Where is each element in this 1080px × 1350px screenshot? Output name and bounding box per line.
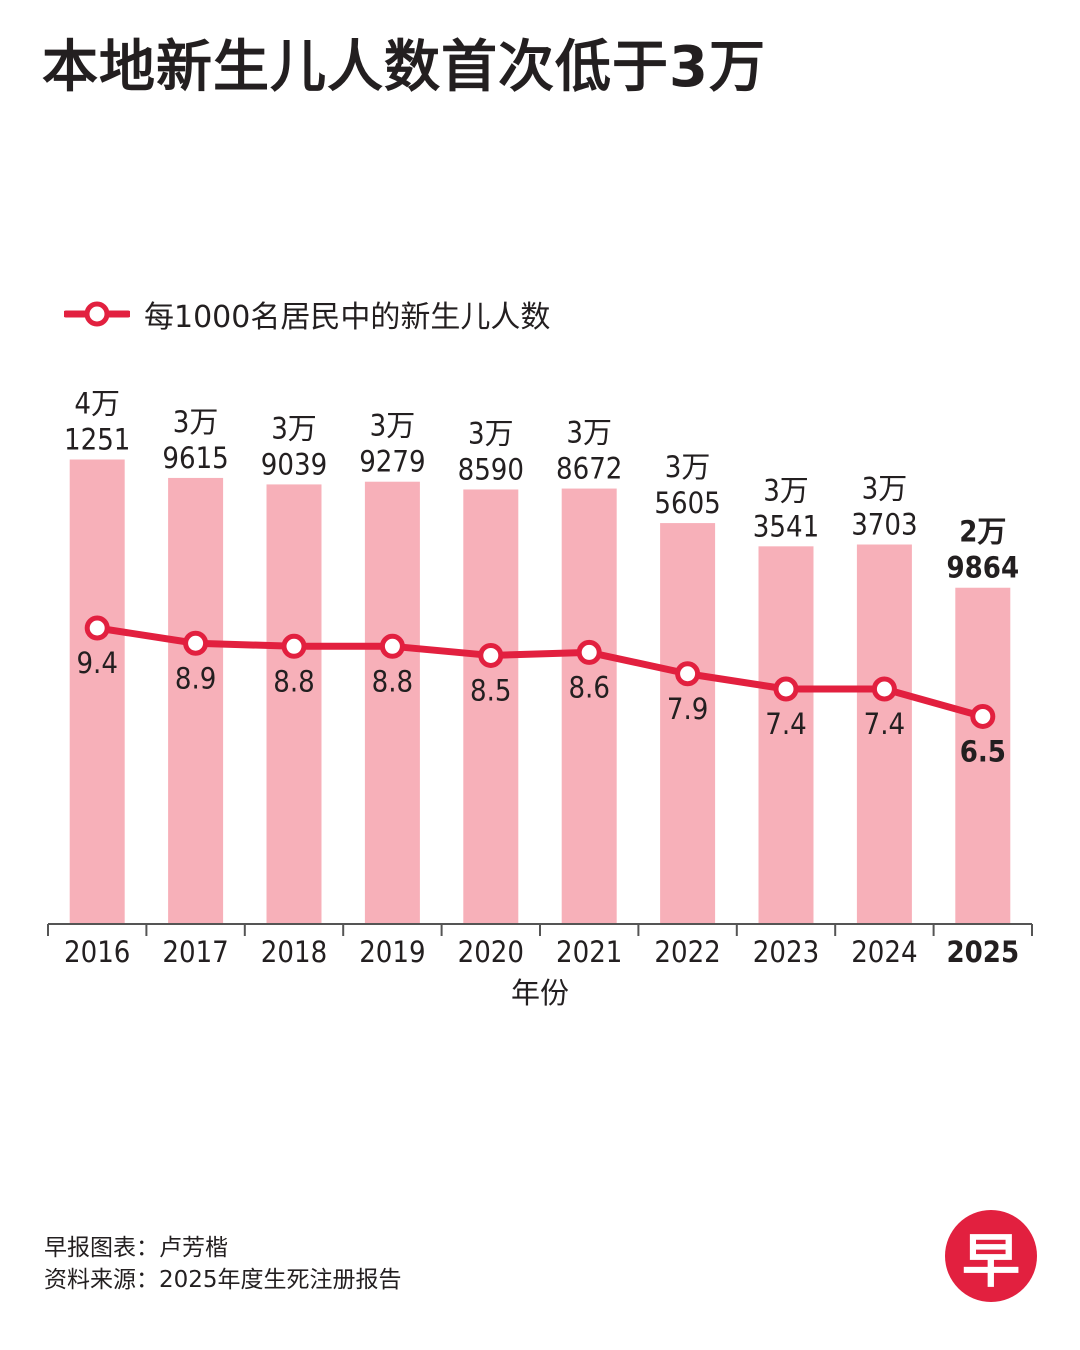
bar xyxy=(660,523,716,924)
rate-value-label: 9.4 xyxy=(76,646,117,680)
rate-point xyxy=(576,639,602,665)
rate-value-label: 8.8 xyxy=(372,664,413,698)
chart-credit: 早报图表：卢芳楷 xyxy=(44,1235,228,1261)
rate-point xyxy=(871,676,897,702)
x-tick-label: 2017 xyxy=(162,935,228,969)
bar-value-label: 3万 xyxy=(468,416,514,450)
rate-point xyxy=(970,703,996,729)
chart-title: 本地新生儿人数首次低于3万 xyxy=(42,35,766,100)
rate-point xyxy=(675,661,701,687)
bar-value-label: 3541 xyxy=(753,509,819,543)
bar-value-label: 3万 xyxy=(173,405,219,439)
rate-value-label: 7.4 xyxy=(765,707,806,741)
bar-value-label: 9039 xyxy=(261,447,327,481)
bar-value-label: 3万 xyxy=(566,416,612,450)
bar xyxy=(463,489,519,924)
x-tick-label: 2021 xyxy=(556,935,622,969)
rate-point xyxy=(183,630,209,656)
bar-value-label: 9864 xyxy=(946,551,1019,585)
bar-value-label: 4万 xyxy=(74,387,120,421)
rate-point xyxy=(379,633,405,659)
rate-value-label: 8.8 xyxy=(273,664,314,698)
bar xyxy=(561,488,617,924)
source-credit: 资料来源：2025年度生死注册报告 xyxy=(44,1267,402,1293)
bar-value-label: 8672 xyxy=(556,452,622,486)
zaobao-logo: 早 xyxy=(945,1210,1037,1302)
credits: 早报图表：卢芳楷 资料来源：2025年度生死注册报告 xyxy=(44,1232,402,1296)
bar-value-label: 3703 xyxy=(851,508,917,542)
bar-value-label: 2万 xyxy=(959,515,1006,549)
bar xyxy=(955,587,1011,924)
x-tick-label: 2019 xyxy=(359,935,425,969)
bar xyxy=(266,484,322,924)
bar-value-label: 8590 xyxy=(458,452,524,486)
bar-value-label: 3万 xyxy=(370,409,416,443)
x-tick-label: 2020 xyxy=(458,935,524,969)
legend-label: 每1000名居民中的新生儿人数 xyxy=(144,300,551,335)
x-tick-label: 2016 xyxy=(64,935,130,969)
rate-value-label: 8.6 xyxy=(568,670,609,704)
rate-value-label: 7.9 xyxy=(667,692,708,726)
rate-point xyxy=(773,676,799,702)
bar-value-label: 3万 xyxy=(271,411,317,445)
rate-value-label: 8.9 xyxy=(175,661,216,695)
rate-value-label: 6.5 xyxy=(960,734,1006,768)
rate-line xyxy=(93,624,987,720)
rate-point xyxy=(478,642,504,668)
x-tick-label: 2022 xyxy=(654,935,720,969)
x-axis-label: 年份 xyxy=(511,976,569,1010)
bar xyxy=(364,481,420,924)
bar-value-label: 3万 xyxy=(665,450,711,484)
x-tick-label: 2024 xyxy=(851,935,917,969)
legend: 每1000名居民中的新生儿人数 xyxy=(64,292,550,336)
bar-value-label: 9279 xyxy=(359,445,425,479)
bar xyxy=(758,546,814,924)
bar-value-label: 3万 xyxy=(862,472,908,506)
bar xyxy=(168,477,224,924)
bar-value-label: 9615 xyxy=(162,441,228,475)
bar-value-label: 3万 xyxy=(763,473,809,507)
rate-value-label: 7.4 xyxy=(864,707,905,741)
rate-value-label: 8.5 xyxy=(470,673,511,707)
bar-value-label: 5605 xyxy=(654,486,720,520)
x-tick-label: 2023 xyxy=(753,935,819,969)
rate-point xyxy=(84,615,110,641)
x-tick-label: 2025 xyxy=(946,935,1019,969)
legend-line-marker-icon xyxy=(64,301,130,327)
bar-value-label: 1251 xyxy=(64,423,130,457)
bar xyxy=(856,544,912,924)
bar xyxy=(69,459,125,924)
x-tick-label: 2018 xyxy=(261,935,327,969)
rate-point xyxy=(281,633,307,659)
